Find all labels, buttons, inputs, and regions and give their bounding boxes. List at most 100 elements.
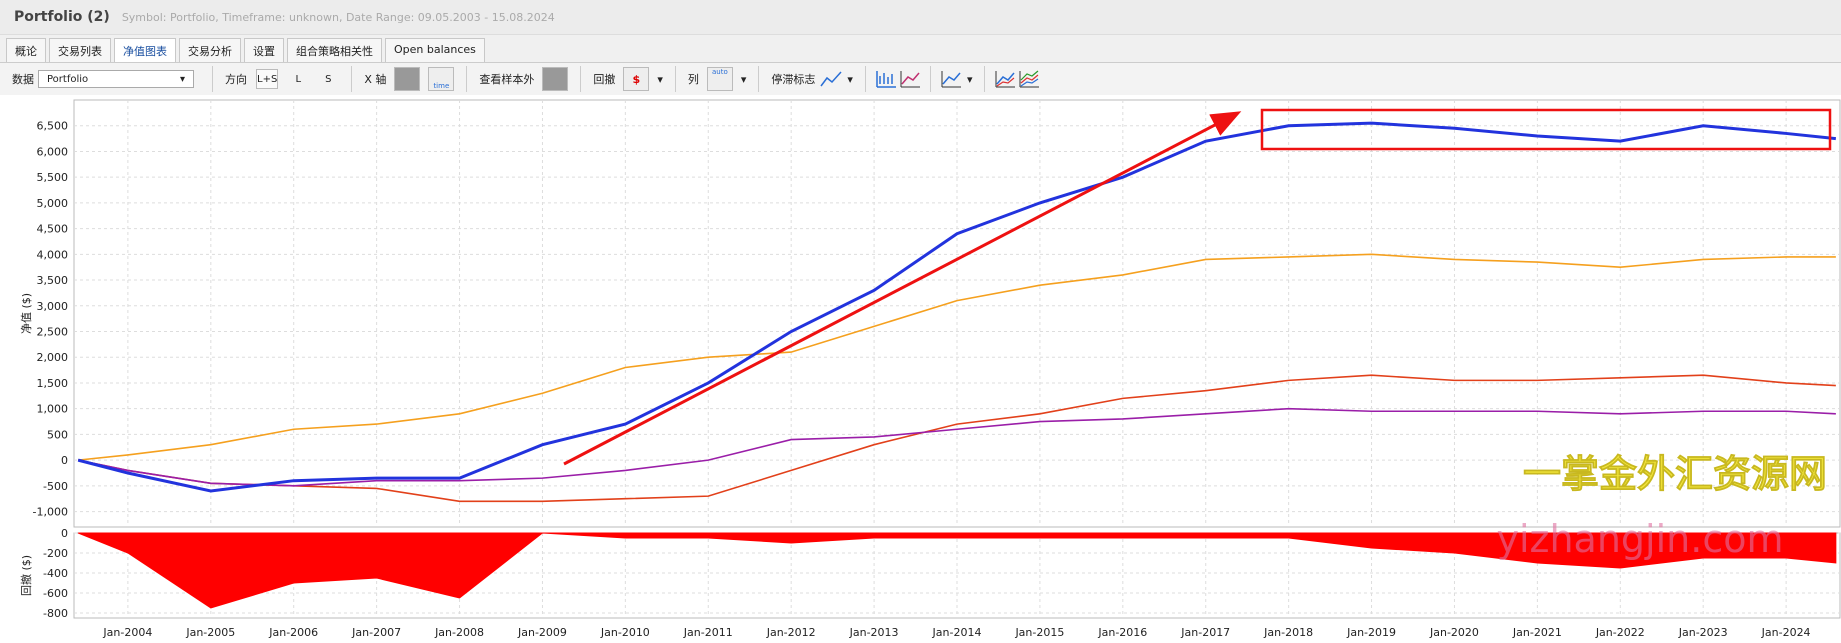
- dropdown-arrow: ▾: [179, 73, 185, 85]
- equity-line: [77, 121, 1837, 493]
- label: 停滞标志: [771, 73, 816, 86]
- annotation-arrow: [563, 111, 1242, 466]
- separator: [351, 66, 353, 92]
- separator: [674, 66, 676, 92]
- watermark: 一掌金外汇资源网: [1523, 452, 1827, 496]
- label: 回撤: [593, 73, 616, 86]
- equity-line: [78, 253, 1836, 461]
- dropdown-arrow: ▾: [740, 72, 747, 86]
- x-tick-label: Jan-2008: [434, 626, 484, 639]
- icon-button[interactable]: [542, 67, 569, 91]
- y-tick-label: 0: [61, 454, 68, 467]
- icon-button[interactable]: [874, 68, 898, 90]
- y-tick-label: -200: [43, 547, 68, 560]
- y-tick-label: 2,500: [37, 326, 69, 339]
- label: 查看样本外: [479, 73, 535, 86]
- x-tick-label: Jan-2020: [1429, 626, 1479, 639]
- x-tick-label: Jan-2023: [1678, 626, 1728, 639]
- x-tick-label: Jan-2006: [268, 626, 318, 639]
- x-tick-label: Jan-2024: [1761, 626, 1811, 639]
- data-select[interactable]: Portfolio ▾: [38, 70, 194, 88]
- tab[interactable]: 设置: [244, 38, 284, 64]
- icon-button[interactable]: [394, 67, 421, 91]
- dropdown-arrow: ▾: [657, 72, 663, 86]
- separator: [212, 66, 213, 92]
- y-tick-label: 3,500: [37, 274, 69, 287]
- y-tick-label: -800: [43, 607, 68, 620]
- label: 数据: [12, 73, 34, 86]
- y-tick-label: 6,000: [37, 145, 69, 158]
- tab[interactable]: 组合策略相关性: [287, 38, 382, 64]
- tab[interactable]: 交易分析: [179, 38, 241, 64]
- y-tick-label: -600: [43, 587, 68, 600]
- separator: [984, 66, 986, 92]
- label: 列: [687, 73, 699, 86]
- separator: [929, 66, 931, 92]
- window-title: Portfolio (2): [14, 9, 110, 25]
- label: X 轴: [364, 73, 387, 86]
- x-tick-label: Jan-2021: [1512, 626, 1562, 639]
- select-value: Portfolio: [47, 73, 89, 85]
- separator: [758, 66, 760, 92]
- watermark: yizhangjin.com: [1496, 517, 1783, 561]
- drawdown-area: [77, 532, 1837, 609]
- x-tick-label: Jan-2007: [351, 626, 401, 639]
- icon-button[interactable]: [1017, 68, 1041, 90]
- x-tick-label: Jan-2018: [1263, 626, 1313, 639]
- equity-line: [77, 374, 1836, 503]
- button[interactable]: L+S: [256, 69, 279, 89]
- x-tick-label: Jan-2014: [932, 626, 982, 639]
- x-tick-label: Jan-2017: [1180, 626, 1230, 639]
- icon-text: time: [433, 82, 450, 90]
- y-axis-label: 回撤 ($): [19, 555, 33, 596]
- y-tick-label: 5,500: [37, 171, 69, 184]
- y-tick-label: 4,000: [37, 248, 69, 261]
- y-tick-label: 500: [47, 428, 68, 441]
- x-tick-label: Jan-2013: [849, 626, 899, 639]
- toolbar: 数据 Portfolio ▾ 方向 L+S L S X 轴 time 查看样本外 …: [0, 62, 1841, 96]
- separator: [864, 66, 866, 92]
- y-tick-label: 1,000: [37, 403, 69, 416]
- title-bar: Portfolio (2) Symbol: Portfolio, Timefra…: [0, 0, 1841, 35]
- separator: [580, 66, 582, 92]
- dropdown-arrow: ▾: [966, 72, 973, 86]
- y-axis-label: 净值 ($): [19, 293, 33, 334]
- button[interactable]: S: [325, 73, 332, 85]
- x-tick-label: Jan-2012: [766, 626, 816, 639]
- x-tick-label: Jan-2010: [600, 626, 650, 639]
- x-tick-label: Jan-2019: [1346, 626, 1396, 639]
- x-tick-label: Jan-2015: [1014, 626, 1064, 639]
- x-tick-label: Jan-2009: [517, 626, 567, 639]
- icon-button[interactable]: [939, 68, 963, 90]
- y-tick-label: 2,000: [37, 351, 69, 364]
- x-tick-label: Jan-2016: [1097, 626, 1147, 639]
- tab[interactable]: 净值图表: [114, 38, 176, 64]
- window-subtitle: Symbol: Portfolio, Timeframe: unknown, D…: [121, 10, 555, 24]
- icon-button[interactable]: $: [623, 67, 650, 91]
- y-tick-label: 0: [61, 527, 68, 540]
- chart: -1,000 -500 0 500 1,000 1,500 2,000 2,500 3,000 3…: [0, 95, 1841, 643]
- button[interactable]: L: [295, 73, 302, 85]
- y-tick-label: 3,000: [37, 300, 69, 313]
- x-tick-label: Jan-2022: [1595, 626, 1645, 639]
- icon-button[interactable]: auto: [706, 67, 733, 91]
- y-tick-label: 5,000: [37, 197, 69, 210]
- tab[interactable]: Open balances: [385, 38, 485, 64]
- icon-button[interactable]: time: [428, 67, 455, 91]
- x-tick-label: Jan-2005: [185, 626, 235, 639]
- icon-button[interactable]: [819, 68, 843, 90]
- x-tick-label: Jan-2011: [683, 626, 733, 639]
- tab-bar: 概论 交易列表 净值图表 交易分析 设置 组合策略相关性 Open balanc…: [6, 38, 485, 64]
- icon-text: auto: [712, 68, 728, 76]
- icon-button[interactable]: [993, 68, 1017, 90]
- icon-button[interactable]: [898, 68, 922, 90]
- dropdown-arrow: ▾: [847, 72, 853, 86]
- tab[interactable]: 交易列表: [49, 38, 111, 64]
- plot-layer: -1,000 -500 0 500 1,000 1,500 2,000 2,500 3,000 3…: [19, 99, 1841, 639]
- y-tick-label: -400: [43, 567, 68, 580]
- y-tick-label: 4,500: [37, 223, 69, 236]
- label: 方向: [225, 73, 247, 86]
- tab[interactable]: 概论: [6, 38, 46, 64]
- y-tick-label: 1,500: [37, 377, 69, 390]
